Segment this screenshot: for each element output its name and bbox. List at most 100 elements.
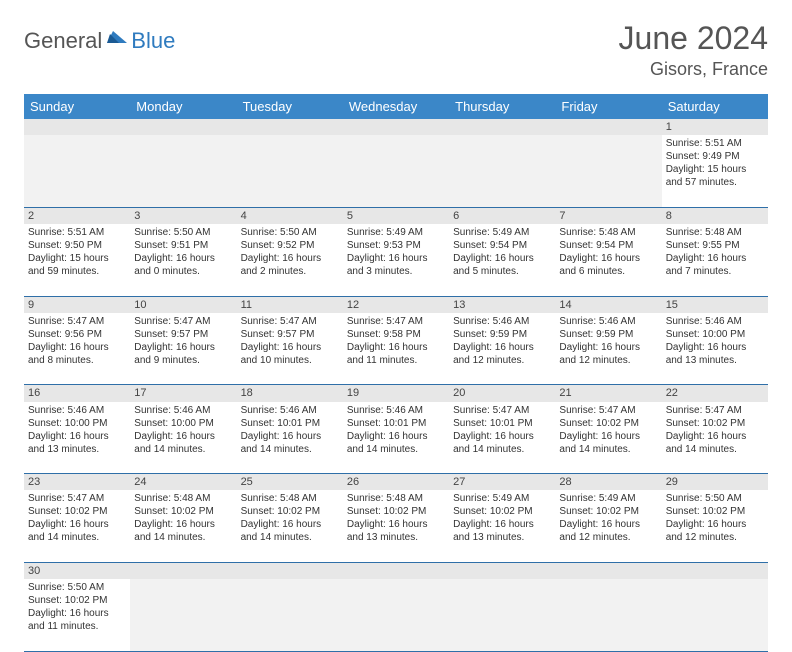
day-cell: Sunrise: 5:47 AMSunset: 9:58 PMDaylight:… xyxy=(343,313,449,385)
day-info-line: Sunrise: 5:48 AM xyxy=(347,492,445,505)
day-info-line: Sunrise: 5:49 AM xyxy=(347,226,445,239)
day-info-line: Sunrise: 5:46 AM xyxy=(453,315,551,328)
day-cell xyxy=(343,579,449,651)
logo-flag-icon xyxy=(107,29,129,50)
day-info-line: Sunrise: 5:47 AM xyxy=(241,315,339,328)
month-title: June 2024 xyxy=(619,20,768,57)
day-info-line: and 2 minutes. xyxy=(241,265,339,278)
day-info-line: Sunset: 9:56 PM xyxy=(28,328,126,341)
day-number-cell: 8 xyxy=(662,207,768,224)
day-info-line: Sunrise: 5:51 AM xyxy=(666,137,764,150)
day-cell xyxy=(237,135,343,207)
day-number-cell xyxy=(449,119,555,135)
day-info-line: Daylight: 16 hours xyxy=(559,518,657,531)
day-number-cell: 21 xyxy=(555,385,661,402)
week-row: Sunrise: 5:50 AMSunset: 10:02 PMDaylight… xyxy=(24,579,768,651)
day-info-line: and 13 minutes. xyxy=(666,354,764,367)
day-info-line: and 10 minutes. xyxy=(241,354,339,367)
day-info-line: Sunset: 10:02 PM xyxy=(559,417,657,430)
day-cell: Sunrise: 5:47 AMSunset: 10:01 PMDaylight… xyxy=(449,402,555,474)
day-number-cell: 15 xyxy=(662,296,768,313)
day-number-cell: 4 xyxy=(237,207,343,224)
day-info-line: Daylight: 15 hours xyxy=(28,252,126,265)
day-info-line: and 7 minutes. xyxy=(666,265,764,278)
day-info-line: and 12 minutes. xyxy=(453,354,551,367)
day-info-line: Sunrise: 5:46 AM xyxy=(134,404,232,417)
day-cell xyxy=(449,135,555,207)
day-info-line: Daylight: 16 hours xyxy=(666,341,764,354)
day-cell: Sunrise: 5:46 AMSunset: 10:00 PMDaylight… xyxy=(24,402,130,474)
day-cell: Sunrise: 5:48 AMSunset: 10:02 PMDaylight… xyxy=(237,490,343,562)
day-info-line: and 14 minutes. xyxy=(559,443,657,456)
day-info-line: Sunrise: 5:49 AM xyxy=(453,492,551,505)
day-info-line: Daylight: 16 hours xyxy=(28,430,126,443)
day-info-line: Sunset: 10:00 PM xyxy=(666,328,764,341)
day-cell: Sunrise: 5:46 AMSunset: 10:00 PMDaylight… xyxy=(130,402,236,474)
weekday-header: Saturday xyxy=(662,94,768,119)
day-number-cell: 28 xyxy=(555,474,661,491)
day-info-line: and 14 minutes. xyxy=(134,531,232,544)
day-info-line: Daylight: 16 hours xyxy=(666,518,764,531)
day-cell xyxy=(343,135,449,207)
day-number-cell: 5 xyxy=(343,207,449,224)
day-number-cell: 24 xyxy=(130,474,236,491)
day-info-line: and 8 minutes. xyxy=(28,354,126,367)
daynum-row: 1 xyxy=(24,119,768,135)
day-info-line: Sunrise: 5:48 AM xyxy=(134,492,232,505)
header: General Blue June 2024 Gisors, France xyxy=(24,20,768,80)
day-info-line: and 3 minutes. xyxy=(347,265,445,278)
day-info-line: Daylight: 16 hours xyxy=(559,341,657,354)
day-number-cell: 23 xyxy=(24,474,130,491)
day-info-line: Sunset: 9:57 PM xyxy=(134,328,232,341)
day-info-line: Daylight: 16 hours xyxy=(347,252,445,265)
day-info-line: Daylight: 16 hours xyxy=(241,430,339,443)
day-info-line: Daylight: 16 hours xyxy=(134,341,232,354)
day-number-cell xyxy=(130,562,236,579)
day-cell: Sunrise: 5:46 AMSunset: 10:01 PMDaylight… xyxy=(237,402,343,474)
day-info-line: and 0 minutes. xyxy=(134,265,232,278)
day-info-line: Daylight: 16 hours xyxy=(666,252,764,265)
day-info-line: Sunset: 10:02 PM xyxy=(28,594,126,607)
day-info-line: Daylight: 16 hours xyxy=(241,341,339,354)
day-number-cell: 22 xyxy=(662,385,768,402)
day-cell xyxy=(555,135,661,207)
week-row: Sunrise: 5:47 AMSunset: 10:02 PMDaylight… xyxy=(24,490,768,562)
day-number-cell xyxy=(343,119,449,135)
day-info-line: Daylight: 16 hours xyxy=(241,518,339,531)
weekday-header: Friday xyxy=(555,94,661,119)
day-number-cell xyxy=(555,562,661,579)
day-info-line: and 11 minutes. xyxy=(28,620,126,633)
day-cell: Sunrise: 5:50 AMSunset: 9:52 PMDaylight:… xyxy=(237,224,343,296)
day-info-line: and 13 minutes. xyxy=(347,531,445,544)
day-info-line: Sunset: 10:02 PM xyxy=(666,505,764,518)
day-info-line: Daylight: 16 hours xyxy=(28,341,126,354)
day-number-cell xyxy=(662,562,768,579)
day-info-line: Sunset: 9:58 PM xyxy=(347,328,445,341)
day-cell: Sunrise: 5:49 AMSunset: 9:54 PMDaylight:… xyxy=(449,224,555,296)
day-number-cell: 2 xyxy=(24,207,130,224)
day-info-line: Sunrise: 5:50 AM xyxy=(666,492,764,505)
day-number-cell xyxy=(130,119,236,135)
day-number-cell: 10 xyxy=(130,296,236,313)
day-info-line: and 57 minutes. xyxy=(666,176,764,189)
day-info-line: Sunrise: 5:50 AM xyxy=(241,226,339,239)
day-number-cell xyxy=(449,562,555,579)
day-info-line: Sunset: 10:02 PM xyxy=(241,505,339,518)
day-info-line: Sunrise: 5:47 AM xyxy=(559,404,657,417)
logo-text-general: General xyxy=(24,28,102,54)
day-info-line: Sunrise: 5:50 AM xyxy=(134,226,232,239)
week-row: Sunrise: 5:47 AMSunset: 9:56 PMDaylight:… xyxy=(24,313,768,385)
day-info-line: and 13 minutes. xyxy=(28,443,126,456)
day-info-line: Sunset: 9:57 PM xyxy=(241,328,339,341)
day-number-cell: 18 xyxy=(237,385,343,402)
day-info-line: Sunrise: 5:47 AM xyxy=(347,315,445,328)
daynum-row: 2345678 xyxy=(24,207,768,224)
day-info-line: and 12 minutes. xyxy=(559,531,657,544)
day-info-line: Sunrise: 5:49 AM xyxy=(453,226,551,239)
day-cell xyxy=(130,579,236,651)
day-info-line: Sunset: 9:50 PM xyxy=(28,239,126,252)
day-info-line: Sunrise: 5:47 AM xyxy=(666,404,764,417)
day-info-line: and 5 minutes. xyxy=(453,265,551,278)
day-info-line: Sunset: 9:49 PM xyxy=(666,150,764,163)
daynum-row: 9101112131415 xyxy=(24,296,768,313)
